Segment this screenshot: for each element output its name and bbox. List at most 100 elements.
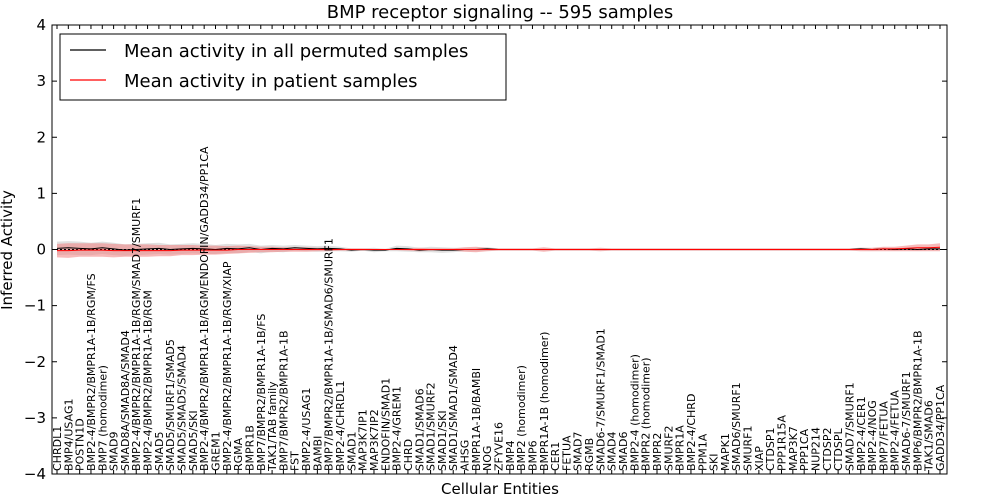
x-tick-label: BMP2-4/USAG1 [300,388,313,471]
x-tick-label: SMAD6 [617,432,630,471]
x-tick-label: BMP4 [504,440,517,471]
x-tick-label: BMP7/BMPR2/BMPR1A-1B/SMAD6/SMURF1 [323,238,336,471]
x-tick-label: TAK1/TAB family [266,381,279,472]
x-tick-label: TAK1/SMAD6 [923,400,936,472]
x-axis [56,25,941,474]
x-tick-label: BAMBI [311,436,324,471]
x-tick-label: SKI [708,454,721,471]
legend-box [59,33,507,101]
x-tick-label: SMAD8A/SMAD8A/SMAD4 [119,330,132,471]
x-tick-label: BMP2-4/BMPR2/BMPR1A-1B/RGM/FS [85,273,98,471]
x-tick-label: SMAD1/SMURF2 [425,382,438,471]
y-tick-label: −1 [24,297,46,315]
x-tick-label: BMP2-4 (homodimer) [628,354,641,471]
x-tick-label: SMAD6/SMURF1 [730,382,743,471]
x-tick-label: SMAD1/SKI [436,410,449,471]
x-tick-label: SMAD9 [108,432,121,471]
y-tick-label: 2 [36,128,46,146]
x-tick-label: RGMA [232,437,245,471]
x-tick-label: PPM1A [696,433,709,471]
x-tick-label: BMPR1A-1B (homodimer) [538,332,551,471]
x-tick-label: SMAD4 [606,432,619,471]
legend-label-permuted: Mean activity in all permuted samples [124,41,468,62]
x-tick-label: AHSG [459,440,472,471]
x-tick-label: CTDSPL [832,428,845,471]
x-tick-label: BMP2-4/BMPR2/BMPR1A-1B/RGM/XIAP [221,261,234,471]
x-tick-label: MAP3K7IP2 [368,409,381,471]
x-tick-label: BMP2-4/CHRDL1 [334,380,347,471]
x-tick-label: MAP3K7 [787,426,800,471]
x-tick-label: RGMB [583,438,596,471]
x-tick-label: SMAD1 [345,432,358,471]
y-tick-label: −2 [24,353,46,371]
x-tick-label: ZFYVE16 [493,422,506,471]
x-tick-label: XIAP [753,446,766,471]
y-axis-label: Inferred Activity [0,190,16,310]
x-tick-label: BMP2-4/CER1 [855,396,868,471]
x-tick-label: PPP1R15A [776,414,789,471]
x-axis-label: Cellular Entities [441,480,559,498]
x-tick-label: NOG [481,446,494,471]
x-tick-label: SMAD7 [572,432,585,471]
x-tick-label: SMURF2 [662,426,675,472]
x-tick-label: BMPR1B [243,425,256,471]
x-tick-label: BMP7/BMPR2/BMPR1A-1B/FS [255,314,268,471]
y-tick-label: 3 [36,72,46,90]
x-tick-label: SMAD6-7/SMURF1/SMAD1 [594,328,607,471]
x-tick-label: BMPR1A [674,425,687,471]
x-tick-label: SMAD7/SMURF1 [843,382,856,471]
x-tick-label: CER1 [549,442,562,471]
x-tick-label: SMAD6-7/SMURF1 [900,371,913,471]
x-tick-label: MAP3K7IP1 [357,409,370,471]
confidence-bands [57,241,940,258]
y-tick-label: 4 [36,16,46,34]
x-tick-label: BMP2-4/FETUA [889,390,902,471]
x-tick-label: SMAD5 [153,432,166,471]
x-tick-label: CTDSP1 [764,428,777,471]
x-tick-label: SMAD5/SMURF1/SMAD5 [164,339,177,471]
x-tick-label: GREM1 [210,431,223,471]
x-tick-label: CTDSP2 [821,428,834,471]
x-tick-label: FETUA [560,435,573,471]
x-tick-label: PPP1CA [798,428,811,471]
x-tick-label: BMP7/BMPR2/BMPR1A-1B [277,330,290,471]
x-tick-label: SMAD1/SMAD6 [413,388,426,471]
x-tick-label: BMP6/BMPR2/BMPR1A-1B [911,330,924,471]
x-tick-labels: CHRDL1BMP4/USAG1POSTN1DBMP2-4/BMPR2/BMPR… [51,146,947,472]
x-tick-label: BMP2-4/NOG [866,400,879,471]
x-tick-label: CHRD [402,439,415,471]
y-tick-label: −3 [24,409,46,427]
x-tick-label: MAPK1 [719,433,732,471]
x-tick-label: SMAD5/SMAD5/SMAD4 [176,345,189,471]
y-tick-label: 0 [36,241,46,259]
y-axis: −4 −3 −2 −1 0 1 2 3 4 [24,16,947,483]
x-tick-label: CHRDL1 [51,426,64,471]
x-tick-label: BMP2-4/BMPR2/BMPR1A-1B/RGM [142,290,155,471]
x-tick-label: BMP2-4/BMPR2/BMPR1A-1B/RGM/ENDOFIN/GADD3… [198,146,211,471]
x-tick-label: BMP7/FETUA [877,401,890,471]
x-tick-label: BMP2 (homodimer) [515,365,528,471]
x-tick-label: SMAD5/SKI [187,410,200,471]
x-tick-label: BMP2-4/GREM1 [391,386,404,471]
x-tick-label: BMP2-4/CHRD [685,394,698,471]
x-tick-label: BMPR2 [651,433,664,471]
band-series-1 [57,243,940,258]
y-tick-label: −4 [24,465,46,483]
x-tick-label: BMP4/USAG1 [62,399,75,471]
x-tick-label: BMP2-4/BMPR2/BMPR1A-1B/RGM/SMAD7/SMURF1 [130,198,143,471]
x-tick-label: GADD34/PP1CA [934,384,947,471]
x-tick-label: BMPR1A-1B/BAMBI [470,368,483,471]
x-tick-label: FST [289,451,302,471]
legend-label-patient: Mean activity in patient samples [124,71,418,92]
x-tick-label: SMAD1/SMAD1/SMAD4 [447,345,460,471]
x-tick-label: NUP214 [810,427,823,471]
x-tick-label: ENDOFIN/SMAD1 [379,378,392,471]
x-tick-label: BMPR2 (homodimer) [640,357,653,471]
chart-title: BMP receptor signaling -- 595 samples [327,2,674,23]
x-tick-label: POSTN1D [74,418,87,471]
x-tick-label: BMP6 [527,440,540,471]
line-series-1 [57,246,941,252]
series-lines [56,246,941,252]
legend: Mean activity in all permuted samples Me… [59,33,507,101]
